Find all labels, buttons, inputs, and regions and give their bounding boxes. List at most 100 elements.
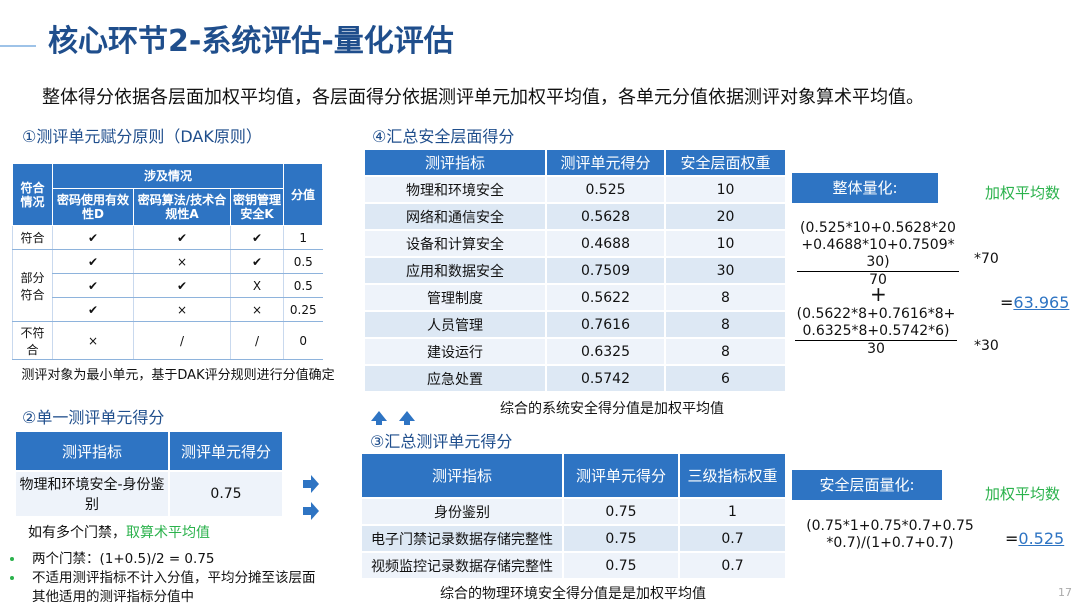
method: 加权平均数 (985, 485, 1061, 503)
bullets: 两个门禁：(1+0.5)/2 = 0.75 不适用测评指标不计入分值，平均分摊至… (32, 550, 322, 607)
note: 如有多个门禁，取算术平均值 (28, 522, 210, 542)
factor: *30 (974, 338, 999, 354)
indicator-table: 测评指标 测评单元得分 三级指标权重 身份鉴别 0.75 1 电子门禁记录数据存储完整性 0.… (360, 452, 787, 580)
formula: (0.75*1+0.75*0.7+0.75*0.7)/(1+0.7+0.7) (806, 518, 974, 551)
header-cell: 安全层面权重 (664, 148, 787, 177)
unit-table: 测评指标 测评单元得分 物理和环境安全-身份鉴别 0.75 (14, 430, 284, 518)
cell: × (133, 297, 231, 322)
page-number: 17 (1058, 586, 1072, 599)
row: 应用和数据安全 0.7509 30 (363, 256, 787, 285)
header-cell: 测评指标 (363, 148, 547, 177)
label-box: 整体量化: (792, 173, 938, 203)
cell: × (52, 321, 134, 360)
cell: 电子门禁记录数据存储完整性 (360, 524, 564, 553)
bullet: 两个门禁：(1+0.5)/2 = 0.75 (32, 551, 215, 567)
cell: ✔ (52, 297, 134, 322)
cell: 20 (664, 202, 787, 231)
layer-table: 测评指标 测评单元得分 安全层面权重 物理和环境安全 0.525 10 网络和通信安全 0.5… (363, 148, 787, 393)
score-cell: 0 (283, 321, 323, 360)
cell: 0.75 (168, 470, 284, 518)
cell: 物理和环境安全-身份鉴别 (14, 470, 170, 518)
label-box: 安全层面量化: (792, 470, 942, 500)
row: ✔ ✔ X 0.5 (13, 273, 323, 298)
row: 电子门禁记录数据存储完整性 0.75 0.7 (360, 524, 787, 553)
score-cell: 0.5 (283, 273, 323, 298)
cell: 0.75 (562, 497, 680, 526)
section-label: ①测评单元赋分原则（DAK原则） (22, 127, 262, 146)
row: ✔ × × 0.25 (13, 297, 323, 322)
cell: 10 (664, 229, 787, 258)
cell: ✔ (52, 249, 134, 274)
header-cell: 测评指标 (360, 452, 564, 499)
numerator: (0.525*10+0.5628*20+0.4688*10+0.7509*30) (797, 220, 959, 272)
cell: ✔ (52, 225, 134, 250)
cell: 8 (664, 310, 787, 339)
header-cell: 密码使用有效性D (52, 188, 134, 226)
row: 物理和环境安全-身份鉴别 0.75 (14, 470, 284, 518)
fraction: (0.525*10+0.5628*20+0.4688*10+0.7509*30)… (797, 220, 959, 289)
row: 视频监控记录数据存储完整性 0.75 0.7 (360, 551, 787, 580)
cell: 0.525 (545, 175, 666, 204)
result-value: 63.965 (1013, 293, 1070, 312)
cell: / (133, 321, 231, 360)
row: 物理和环境安全 0.525 10 (363, 175, 787, 204)
row: 建设运行 0.6325 8 (363, 337, 787, 366)
header-cell: 密码算法/技术合规性A (133, 188, 231, 226)
cell: 30 (664, 256, 787, 285)
cell: ✔ (230, 249, 284, 274)
cell: 0.7616 (545, 310, 666, 339)
section-label: ④汇总安全层面得分 (372, 127, 515, 146)
cell: 物理和环境安全 (363, 175, 547, 204)
fraction: (0.5622*8+0.7616*8+0.6325*8+0.5742*6) 30 (795, 306, 957, 358)
note-text: 如有多个门禁， (28, 525, 126, 541)
status-cell: 部分符合 (12, 249, 53, 322)
cell: X (230, 273, 284, 298)
denominator: 30 (867, 341, 885, 357)
header-cell: 测评单元得分 (168, 430, 284, 472)
header-row: 测评指标 测评单元得分 安全层面权重 (363, 148, 787, 177)
cell: 1 (678, 497, 787, 526)
cell: 0.6325 (545, 337, 666, 366)
numerator: (0.5622*8+0.7616*8+0.6325*8+0.5742*6) (795, 306, 957, 341)
cell: 8 (664, 337, 787, 366)
result: =63.965 (1000, 293, 1069, 312)
cell: 8 (664, 283, 787, 312)
cell: 身份鉴别 (360, 497, 564, 526)
cell: 设备和计算安全 (363, 229, 547, 258)
header-row: 密码使用有效性D 密码算法/技术合规性A 密钥管理安全K (13, 188, 323, 226)
score-cell: 1 (283, 225, 323, 250)
header-row: 测评指标 测评单元得分 三级指标权重 (360, 452, 787, 499)
cell: 10 (664, 175, 787, 204)
row: 符合 ✔ ✔ ✔ 1 (12, 225, 323, 250)
header-cell: 三级指标权重 (678, 452, 787, 499)
header-cell: 分值 (283, 163, 323, 226)
row: 网络和通信安全 0.5628 20 (363, 202, 787, 231)
subtitle: 整体得分依据各层面加权平均值，各层面得分依据测评单元加权平均值，各单元分值依据测… (42, 87, 924, 108)
cell: 网络和通信安全 (363, 202, 547, 231)
dak-table: 符合情况 涉及情况 分值 密码使用有效性D 密码算法/技术合规性A 密钥管理安全K 符合 ✔ ✔… (12, 163, 323, 360)
row: 人员管理 0.7616 8 (363, 310, 787, 339)
cell: 人员管理 (363, 310, 547, 339)
note-highlight: 取算术平均值 (126, 525, 210, 541)
score-cell: 0.25 (283, 297, 323, 322)
row: 部分符合 ✔ × ✔ 0.5 (12, 249, 323, 322)
cell: 视频监控记录数据存储完整性 (360, 551, 564, 580)
cell: 管理制度 (363, 283, 547, 312)
cell: ✔ (133, 225, 231, 250)
cell: / (230, 321, 284, 360)
row: 不符合 × //0 (12, 321, 323, 360)
note: 测评对象为最小单元，基于DAK评分规则进行分值确定 (21, 368, 335, 383)
cell: 0.7 (678, 524, 787, 553)
denominator: 70 (869, 272, 887, 288)
factor: *70 (974, 251, 999, 267)
header-cell: 涉及情况 (52, 163, 284, 189)
cell: 应急处置 (363, 364, 547, 393)
cell: 6 (664, 364, 787, 393)
cell: ✔ (230, 225, 284, 250)
cell: 应用和数据安全 (363, 256, 547, 285)
header-cell: 密钥管理安全K (230, 188, 284, 226)
header-cell: 测评单元得分 (562, 452, 680, 499)
equals: = (1000, 293, 1014, 312)
cell: 0.5742 (545, 364, 666, 393)
